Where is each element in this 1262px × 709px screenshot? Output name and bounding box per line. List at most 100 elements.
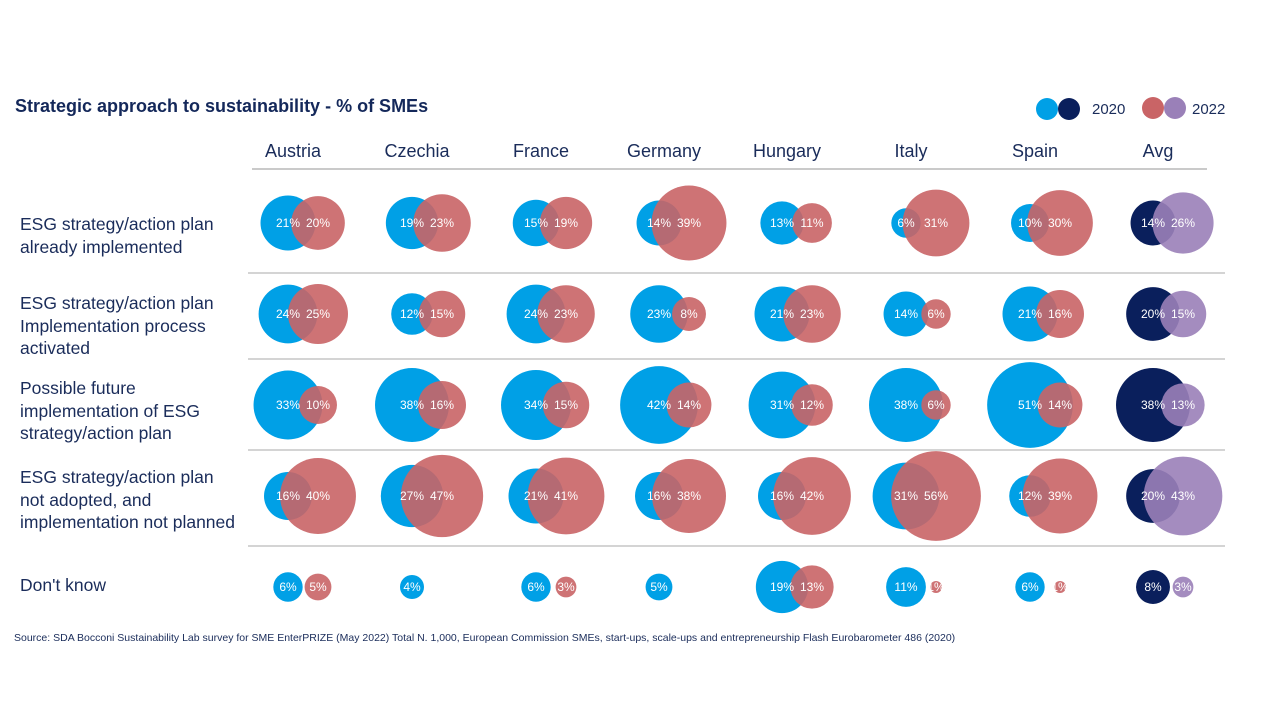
data-label-2022-austria-row5: 5%: [309, 580, 327, 594]
data-label-2020-italy-row2: 14%: [894, 307, 918, 321]
bubble-2022-czechia-row3: [418, 381, 466, 429]
data-label-2022-hungary-row3: 12%: [800, 398, 824, 412]
data-label-2020-czechia-row5: 4%: [403, 580, 421, 594]
data-label-2022-avg-row5: 3%: [1174, 580, 1192, 594]
data-label-2020-avg-row3: 38%: [1141, 398, 1165, 412]
bubble-2022-france-row1: [539, 196, 593, 250]
row-label-2: ESG strategy/action plan Implementation p…: [20, 292, 255, 360]
bubble-2022-france-row5: [555, 576, 577, 598]
bubble-2020-austria-row5: [273, 572, 303, 602]
bubble-2020-germany-row5: [645, 573, 673, 601]
row-label-line: ESG strategy/action plan: [20, 467, 214, 487]
data-label-2020-czechia-row2: 12%: [400, 307, 424, 321]
bubble-2022-hungary-row2: [783, 285, 841, 343]
data-label-2020-france-row4: 21%: [524, 489, 548, 503]
bubble-2020-avg-row5: [1136, 570, 1170, 604]
bubble-2022-spain-row5: [1054, 581, 1066, 593]
bubble-2020-spain-row3: [987, 362, 1073, 448]
column-label-austria: Austria: [265, 141, 322, 161]
data-label-2022-italy-row1: 31%: [924, 216, 948, 230]
data-label-2020-austria-row5: 6%: [279, 580, 297, 594]
data-label-2020-czechia-row1: 19%: [400, 216, 424, 230]
data-label-2022-avg-row2: 15%: [1171, 307, 1195, 321]
data-label-2020-czechia-row3: 38%: [400, 398, 424, 412]
row-label-line: implementation of ESG: [20, 400, 200, 421]
data-label-2020-spain-row5: 6%: [1021, 580, 1039, 594]
column-label-italy: Italy: [894, 141, 927, 161]
data-label-2020-germany-row4: 16%: [647, 489, 671, 503]
data-label-2020-spain-row1: 10%: [1018, 216, 1042, 230]
data-label-2020-hungary-row1: 13%: [770, 216, 794, 230]
data-label-2020-france-row1: 15%: [524, 216, 548, 230]
row-label-3: Possible future implementation of ESG stra…: [20, 377, 255, 445]
legend-2022-avg-swatch: [1164, 97, 1186, 119]
bubble-2022-avg-row1: [1152, 192, 1214, 254]
column-label-czechia: Czechia: [384, 141, 450, 161]
data-label-2022-italy-row3: 6%: [927, 398, 945, 412]
bubble-2022-france-row3: [542, 381, 590, 429]
data-label-2022-avg-row1: 26%: [1171, 216, 1195, 230]
data-label-2022-avg-row4: 43%: [1171, 489, 1195, 503]
data-label-2020-austria-row4: 16%: [276, 489, 300, 503]
row-label-5: Don't know: [20, 574, 255, 597]
legend-2022-country-swatch: [1142, 97, 1164, 119]
bubble-2020-france-row5: [521, 572, 551, 602]
data-label-2020-france-row5: 6%: [527, 580, 545, 594]
data-label-2020-spain-row4: 12%: [1018, 489, 1042, 503]
data-label-2022-france-row5: 3%: [557, 580, 575, 594]
data-label-2020-italy-row3: 38%: [894, 398, 918, 412]
row-label-1: ESG strategy/action plan already implemen…: [20, 213, 255, 258]
data-label-2022-hungary-row1: 11%: [800, 216, 823, 230]
data-label-2022-austria-row3: 10%: [306, 398, 330, 412]
bubble-2022-hungary-row4: [773, 457, 851, 535]
data-label-2020-germany-row5: 5%: [650, 580, 668, 594]
data-label-2020-hungary-row3: 31%: [770, 398, 794, 412]
data-label-2020-hungary-row5: 19%: [770, 580, 794, 594]
data-label-2022-italy-row5: 1%: [927, 580, 945, 594]
column-label-hungary: Hungary: [753, 141, 821, 161]
bubble-2020-spain-row5: [1015, 572, 1045, 602]
column-label-spain: Spain: [1012, 141, 1058, 161]
row-label-line: ESG strategy/action plan: [20, 214, 214, 234]
bubble-2022-austria-row5: [304, 573, 332, 601]
legend: 2020 2022: [1036, 97, 1225, 120]
data-label-2020-italy-row1: 6%: [897, 216, 915, 230]
data-label-2022-czechia-row1: 23%: [430, 216, 454, 230]
data-label-2020-austria-row2: 24%: [276, 307, 300, 321]
bubble-2022-avg-row5: [1172, 576, 1194, 598]
row-label-line: not adopted, and: [20, 489, 152, 510]
bubble-2022-czechia-row4: [400, 454, 484, 538]
bubble-2022-hungary-row1: [792, 203, 832, 243]
data-label-2022-czechia-row2: 15%: [430, 307, 454, 321]
bubble-2022-germany-row4: [652, 459, 726, 533]
data-label-2022-czechia-row3: 16%: [430, 398, 454, 412]
bubble-2022-spain-row1: [1027, 190, 1093, 256]
data-label-2020-france-row3: 34%: [524, 398, 548, 412]
bubble-2020-italy-row2: [883, 291, 929, 337]
data-label-2022-italy-row4: 56%: [924, 489, 948, 503]
legend-2022-label: 2022: [1192, 101, 1225, 118]
data-label-2020-austria-row3: 33%: [276, 398, 300, 412]
row-label-line: ESG strategy/action plan: [20, 293, 214, 313]
data-label-2022-france-row4: 41%: [554, 489, 578, 503]
data-label-2022-hungary-row2: 23%: [800, 307, 824, 321]
bubble-2022-avg-row2: [1159, 290, 1207, 338]
row-label-line: already implemented: [20, 236, 183, 257]
bubble-2020-germany-row2: [630, 285, 688, 343]
bubble-2020-avg-row3: [1116, 368, 1190, 442]
bubble-2022-czechia-row1: [413, 194, 471, 252]
row-label-line: Possible future: [20, 378, 136, 398]
bubble-2020-hungary-row1: [760, 201, 804, 245]
bubble-2022-spain-row4: [1022, 458, 1098, 534]
row-label-line: Implementation process: [20, 315, 206, 336]
data-label-2022-spain-row4: 39%: [1048, 489, 1072, 503]
bubble-2022-austria-row3: [299, 386, 337, 424]
data-label-2022-spain-row5: 1%: [1051, 580, 1069, 594]
column-label-france: France: [513, 141, 569, 161]
row-label-4: ESG strategy/action plan not adopted, and…: [20, 466, 255, 534]
bubble-2022-austria-row2: [288, 284, 348, 344]
data-label-2022-italy-row2: 6%: [927, 307, 945, 321]
data-label-2022-france-row1: 19%: [554, 216, 578, 230]
bubble-2022-italy-row3: [921, 390, 951, 420]
